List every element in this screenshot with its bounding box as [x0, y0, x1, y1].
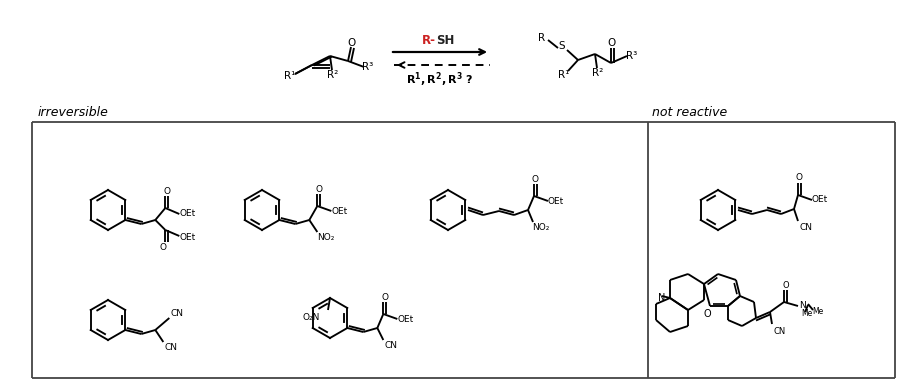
Text: N: N: [799, 300, 805, 310]
Text: Me: Me: [811, 306, 823, 315]
Text: NO₂: NO₂: [316, 234, 334, 242]
Text: $\mathbf{R^1, R^2, R^3}$ ?: $\mathbf{R^1, R^2, R^3}$ ?: [406, 71, 473, 89]
Text: O: O: [160, 244, 166, 252]
Text: OEt: OEt: [179, 210, 195, 218]
Text: O: O: [607, 38, 616, 48]
Text: O: O: [702, 309, 710, 319]
Text: CN: CN: [165, 344, 177, 352]
Text: R²: R²: [592, 68, 603, 78]
Text: R³: R³: [626, 51, 637, 61]
Text: O: O: [315, 185, 322, 193]
Text: R²: R²: [327, 70, 338, 80]
Text: O: O: [795, 173, 802, 183]
Text: R¹: R¹: [558, 70, 569, 80]
Text: O₂N: O₂N: [302, 313, 320, 322]
Text: SH: SH: [436, 34, 454, 46]
Text: N: N: [658, 293, 665, 303]
Text: O: O: [380, 293, 388, 301]
Text: NO₂: NO₂: [532, 223, 549, 232]
Text: CN: CN: [773, 327, 785, 335]
Text: O: O: [781, 281, 788, 290]
Text: OEt: OEt: [811, 195, 827, 205]
Text: OEt: OEt: [397, 315, 413, 323]
Text: O: O: [164, 186, 170, 195]
Text: OEt: OEt: [331, 207, 347, 215]
Text: S: S: [558, 41, 564, 51]
Text: not reactive: not reactive: [652, 107, 726, 120]
Text: R-: R-: [422, 34, 436, 46]
Text: CN: CN: [799, 222, 811, 232]
Text: OEt: OEt: [548, 196, 563, 205]
Text: irreversible: irreversible: [38, 107, 108, 120]
Text: Me: Me: [800, 310, 811, 318]
Text: OEt: OEt: [179, 232, 195, 242]
Text: O: O: [347, 38, 356, 48]
Text: CN: CN: [384, 342, 397, 350]
Text: CN: CN: [171, 308, 184, 318]
Text: R¹: R¹: [284, 71, 295, 81]
Text: O: O: [531, 174, 539, 183]
Text: R: R: [538, 33, 545, 43]
Text: R³: R³: [362, 62, 373, 72]
